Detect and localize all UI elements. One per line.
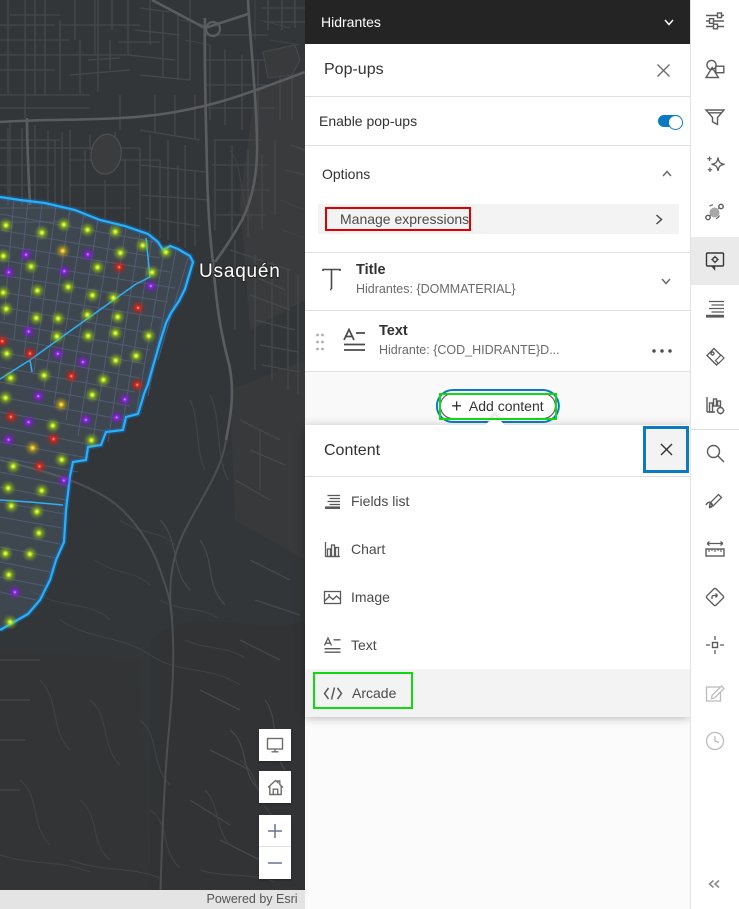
svg-text:Usaquén: Usaquén: [199, 261, 281, 282]
